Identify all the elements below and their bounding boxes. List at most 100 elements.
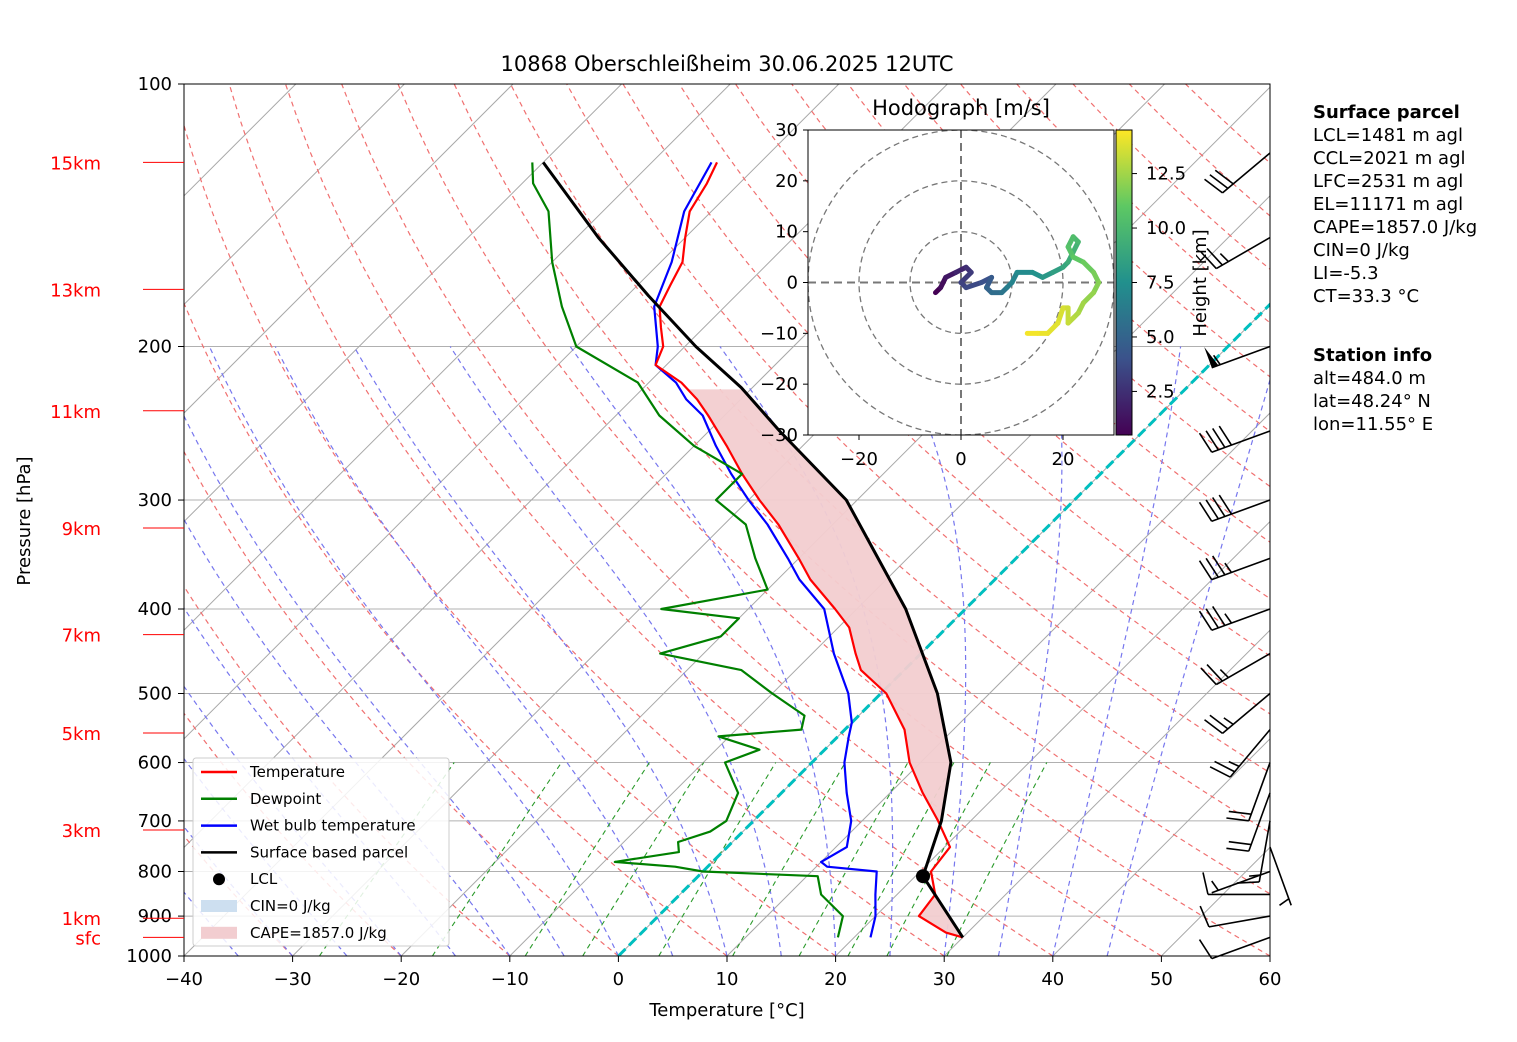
hodograph-inset: −30 −20 −10 0 10 20 30 −20 0 20 Hodograph [m/s] 2…	[760, 96, 1211, 470]
isotherm-line	[835, 520, 1270, 956]
dry-adiabat-line	[397, 84, 1270, 956]
legend-entry-label: CAPE=1857.0 J/kg	[250, 924, 387, 942]
mixing-ratio-line	[732, 762, 846, 956]
y-tick-label: 100	[138, 74, 172, 95]
wind-barb-flag	[1198, 610, 1213, 631]
dry-adiabat-line	[184, 712, 402, 956]
series-line-dewpoint	[531, 162, 844, 938]
station-info-panel: Station info alt=484.0 m lat=48.24° N lo…	[1313, 344, 1433, 436]
wind-barb-flag	[1214, 760, 1236, 773]
wind-barb-staff	[1248, 762, 1271, 822]
wind-barb	[1204, 345, 1271, 369]
legend-entry-label: Surface based parcel	[250, 843, 408, 861]
station-info-line: lon=11.55° E	[1313, 414, 1434, 435]
legend: Temperature Dewpoint Wet bulb temperature S…	[192, 757, 450, 947]
legend-swatch-dot	[213, 873, 225, 886]
chart-title: 10868 Oberschleißheim 30.06.2025 12UTC	[501, 52, 954, 76]
y-tick-label: 500	[138, 684, 172, 705]
dry-adiabat-line	[847, 84, 1270, 488]
wind-barb-flag	[1198, 432, 1213, 453]
mixing-ratio-line	[658, 762, 777, 956]
wind-barb	[1269, 846, 1292, 906]
height-label: sfc	[75, 928, 101, 949]
hodograph-y-tick-label: 0	[787, 273, 798, 294]
y-tick-label: 600	[138, 753, 172, 774]
dry-adiabat-line	[284, 84, 1054, 956]
moist-adiabat-line	[274, 346, 674, 956]
hodograph-y-tick-label: −30	[760, 425, 798, 446]
wind-barb-flag	[1226, 817, 1249, 822]
isotherm-line	[509, 195, 1270, 956]
surface-parcel-line: CIN=0 J/kg	[1313, 240, 1410, 261]
wind-barb-flag	[1205, 608, 1219, 629]
hodograph-x-tick-label: 0	[955, 449, 966, 470]
wind-barb	[1204, 692, 1271, 734]
wind-barb	[1226, 762, 1271, 822]
wind-barb-flag	[1218, 494, 1233, 515]
wind-barb	[1198, 425, 1271, 453]
station-info-line: lat=48.24° N	[1313, 391, 1431, 412]
mixing-ratio-line	[431, 762, 562, 956]
hodograph-y-tick-label: 20	[775, 171, 798, 192]
hodograph-x-tick-label: 20	[1052, 449, 1075, 470]
surface-parcel-line: CCL=2021 m agl	[1313, 148, 1466, 169]
wind-barb-staff	[1229, 729, 1271, 778]
height-label: 5km	[62, 724, 101, 745]
moist-adiabat-line	[208, 346, 619, 956]
legend-entry-label: CIN=0 J/kg	[250, 897, 331, 915]
wind-barb	[1198, 555, 1271, 581]
isotherm-line	[1052, 738, 1270, 956]
wind-barb-half-flag	[1279, 898, 1290, 906]
colorbar	[1115, 129, 1133, 436]
legend-box	[192, 757, 450, 947]
wind-barb-staff	[1211, 345, 1271, 369]
surface-parcel-line: LFC=2531 m agl	[1313, 171, 1464, 192]
colorbar-tick-label: 12.5	[1146, 164, 1186, 185]
height-label: 7km	[62, 626, 101, 647]
wind-barb-flag	[1211, 555, 1226, 576]
wind-barb-staff	[1221, 692, 1271, 734]
wind-barb-flag	[1228, 840, 1252, 846]
lcl-marker	[916, 869, 931, 884]
legend-entry-label: LCL	[250, 870, 278, 888]
legend-swatch-patch	[201, 900, 237, 912]
wind-barb-flag	[1211, 497, 1226, 517]
legend-entry-label: Dewpoint	[250, 790, 321, 808]
surface-parcel-line: EL=11171 m agl	[1313, 194, 1464, 215]
surface-parcel-line: LCL=1481 m agl	[1313, 125, 1463, 146]
moist-adiabat-line	[184, 414, 565, 956]
hodograph-y-tick-label: −10	[760, 323, 798, 344]
wind-barb	[1204, 152, 1271, 194]
x-tick-label: 50	[1150, 969, 1173, 990]
wind-barb	[1198, 606, 1271, 631]
hodograph-trace-segment	[1055, 305, 1066, 326]
zero-isotherm-line	[617, 302, 1270, 956]
wind-barb-staff	[1208, 915, 1271, 928]
hodograph-y-tick-label: 10	[775, 222, 798, 243]
wind-barb-flag	[1202, 872, 1209, 895]
wind-barb-flag	[1228, 810, 1252, 816]
moist-adiabat-line	[353, 346, 728, 956]
x-tick-label: 30	[933, 969, 956, 990]
station-info-line: alt=484.0 m	[1313, 368, 1426, 389]
wind-barb-flag	[1198, 560, 1213, 581]
wind-barb-half-flag	[1228, 760, 1240, 768]
wind-barb-flag	[1211, 428, 1226, 448]
wind-barb	[1236, 820, 1271, 884]
wind-barb-flag	[1200, 667, 1217, 686]
wind-barb-flag	[1218, 425, 1233, 446]
cape-area	[687, 389, 963, 938]
wind-barb-flag	[1209, 714, 1229, 730]
wind-barb-half-flag	[1211, 880, 1219, 891]
wind-barb	[1209, 729, 1271, 778]
dry-adiabat-line	[184, 123, 836, 956]
y-tick-label: 300	[138, 490, 172, 511]
height-label: 3km	[62, 821, 101, 842]
x-axis-label: Temperature [°C]	[648, 1000, 804, 1021]
wind-barb	[1226, 792, 1271, 852]
moist-adiabat-line	[569, 346, 837, 956]
wind-barb	[1199, 905, 1271, 928]
x-tick-label: 60	[1259, 969, 1282, 990]
wind-barb-staff	[1215, 652, 1271, 686]
